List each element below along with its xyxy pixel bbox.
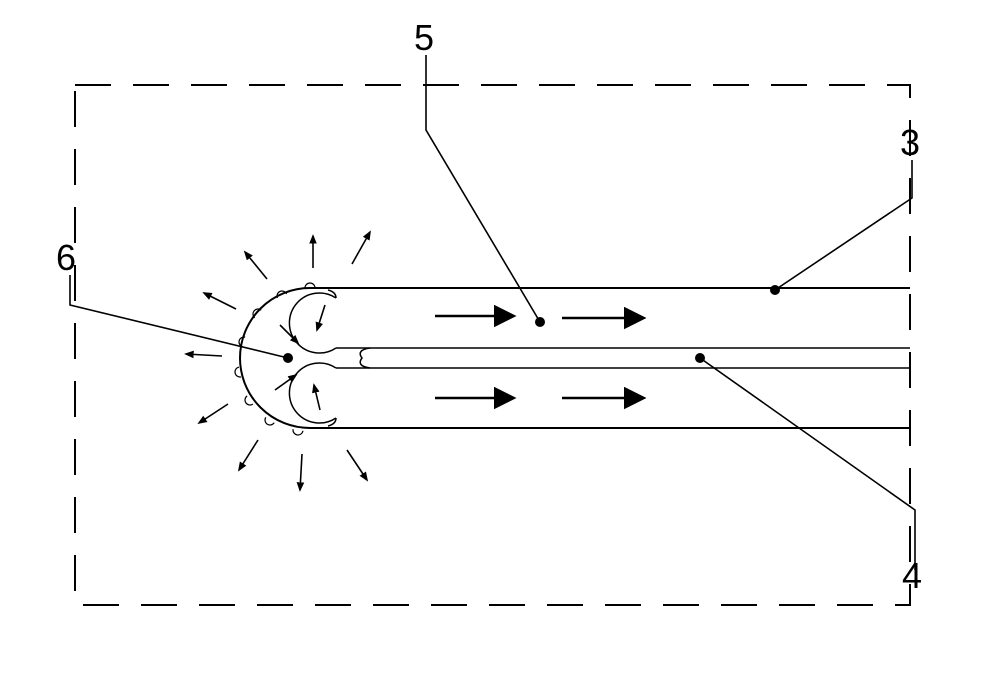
inward-arrows xyxy=(275,305,325,410)
inner-tube xyxy=(336,348,910,368)
technical-diagram: 5 3 4 6 xyxy=(0,0,1000,683)
label-5: 5 xyxy=(414,17,434,58)
radial-arrows xyxy=(186,232,370,490)
scalloped-edge xyxy=(234,283,315,436)
label-6: 6 xyxy=(56,237,76,278)
flow-arrows xyxy=(435,316,642,398)
outer-tube xyxy=(240,288,910,428)
label-4: 4 xyxy=(902,555,922,596)
label-3: 3 xyxy=(900,122,920,163)
callout-leaders xyxy=(70,55,915,570)
boundary-box xyxy=(75,85,910,605)
